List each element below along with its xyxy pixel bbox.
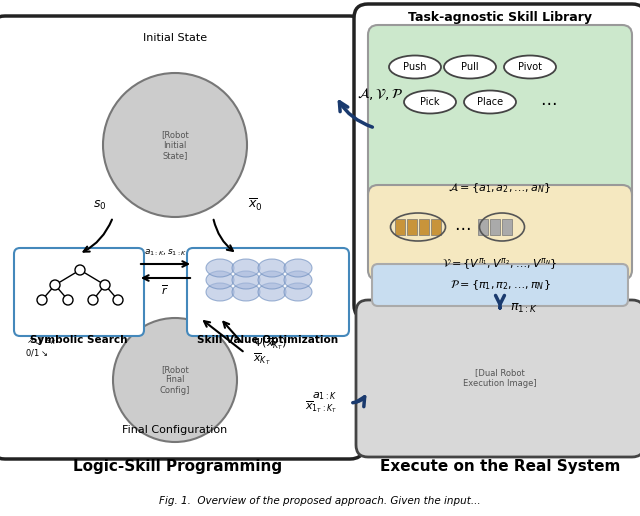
Bar <box>395 219 405 235</box>
Text: $\mathcal{A}, \mathcal{V}, \mathcal{P}$: $\mathcal{A}, \mathcal{V}, \mathcal{P}$ <box>357 86 404 102</box>
FancyBboxPatch shape <box>368 185 632 280</box>
Text: $\overline{x}_0$: $\overline{x}_0$ <box>248 197 262 213</box>
Text: Symbolic Search: Symbolic Search <box>30 335 128 345</box>
Circle shape <box>113 318 237 442</box>
Text: $0/1\searrow$: $0/1\searrow$ <box>25 347 48 359</box>
Text: Push: Push <box>403 62 427 72</box>
Text: Pull: Pull <box>461 62 479 72</box>
Bar <box>502 219 512 235</box>
Text: $\cdots$: $\cdots$ <box>540 93 556 111</box>
FancyBboxPatch shape <box>187 248 349 336</box>
Ellipse shape <box>258 259 286 277</box>
Bar <box>431 219 441 235</box>
Text: Initial State: Initial State <box>143 33 207 43</box>
Text: Task-agnostic Skill Library: Task-agnostic Skill Library <box>408 11 592 24</box>
Text: $\pi_{1:K}$: $\pi_{1:K}$ <box>510 301 538 315</box>
Circle shape <box>103 73 247 217</box>
Ellipse shape <box>284 271 312 289</box>
Text: Final Configuration: Final Configuration <box>122 425 228 435</box>
Text: $\overline{x}_{1_T:K_T}$: $\overline{x}_{1_T:K_T}$ <box>305 399 337 415</box>
Ellipse shape <box>206 271 234 289</box>
Text: Pivot: Pivot <box>518 62 542 72</box>
Text: $\cdots$: $\cdots$ <box>454 218 470 236</box>
Text: $s_0$: $s_0$ <box>93 199 107 212</box>
Text: Logic-Skill Programming: Logic-Skill Programming <box>74 459 283 474</box>
Ellipse shape <box>284 283 312 301</box>
Text: $\nearrow\mathcal{J}$  $s_K$: $\nearrow\mathcal{J}$ $s_K$ <box>25 335 56 347</box>
Text: $\Psi(\overline{x}_{K_T})$: $\Psi(\overline{x}_{K_T})$ <box>253 336 287 352</box>
Text: $\mathcal{P} = \{\pi_1, \pi_2, \ldots, \pi_N\}$: $\mathcal{P} = \{\pi_1, \pi_2, \ldots, \… <box>449 278 550 292</box>
Circle shape <box>50 280 60 290</box>
Ellipse shape <box>504 56 556 78</box>
Ellipse shape <box>232 283 260 301</box>
Ellipse shape <box>232 259 260 277</box>
FancyBboxPatch shape <box>356 300 640 457</box>
Bar <box>419 219 429 235</box>
Circle shape <box>88 295 98 305</box>
Text: [Dual Robot
Execution Image]: [Dual Robot Execution Image] <box>463 368 537 388</box>
Text: [Robot
Initial
State]: [Robot Initial State] <box>161 130 189 160</box>
Text: Fig. 1.  Overview of the proposed approach. Given the input...: Fig. 1. Overview of the proposed approac… <box>159 496 481 506</box>
Text: Execute on the Real System: Execute on the Real System <box>380 459 620 474</box>
Text: $\overline{r}$: $\overline{r}$ <box>161 283 168 297</box>
Ellipse shape <box>389 56 441 78</box>
Text: Place: Place <box>477 97 503 107</box>
Ellipse shape <box>464 90 516 114</box>
Ellipse shape <box>404 90 456 114</box>
Circle shape <box>75 265 85 275</box>
Circle shape <box>63 295 73 305</box>
FancyBboxPatch shape <box>14 248 144 336</box>
Ellipse shape <box>258 271 286 289</box>
Circle shape <box>37 295 47 305</box>
Text: $a_{1:K}$: $a_{1:K}$ <box>312 390 337 402</box>
Text: $\mathcal{A} = \{a_1, a_2, \ldots, a_N\}$: $\mathcal{A} = \{a_1, a_2, \ldots, a_N\}… <box>449 181 552 195</box>
Bar <box>478 219 488 235</box>
Text: $\overline{x}_{K_T}$: $\overline{x}_{K_T}$ <box>253 351 271 367</box>
Text: $a_{1:K}, s_{1:K}$: $a_{1:K}, s_{1:K}$ <box>143 248 186 258</box>
Ellipse shape <box>444 56 496 78</box>
Bar <box>490 219 500 235</box>
Text: Pick: Pick <box>420 97 440 107</box>
FancyBboxPatch shape <box>368 25 632 205</box>
Circle shape <box>113 295 123 305</box>
Text: Skill Value Optimization: Skill Value Optimization <box>197 335 339 345</box>
FancyBboxPatch shape <box>354 4 640 319</box>
Ellipse shape <box>258 283 286 301</box>
Ellipse shape <box>206 259 234 277</box>
Text: [Robot
Final
Config]: [Robot Final Config] <box>160 365 190 395</box>
Ellipse shape <box>206 283 234 301</box>
Circle shape <box>100 280 110 290</box>
FancyBboxPatch shape <box>372 264 628 306</box>
Text: $\mathcal{V} = \{V^{\pi_1}, V^{\pi_2}, \ldots, V^{\pi_N}\}$: $\mathcal{V} = \{V^{\pi_1}, V^{\pi_2}, \… <box>442 256 558 272</box>
FancyBboxPatch shape <box>0 16 364 459</box>
Bar <box>407 219 417 235</box>
Ellipse shape <box>232 271 260 289</box>
Ellipse shape <box>284 259 312 277</box>
